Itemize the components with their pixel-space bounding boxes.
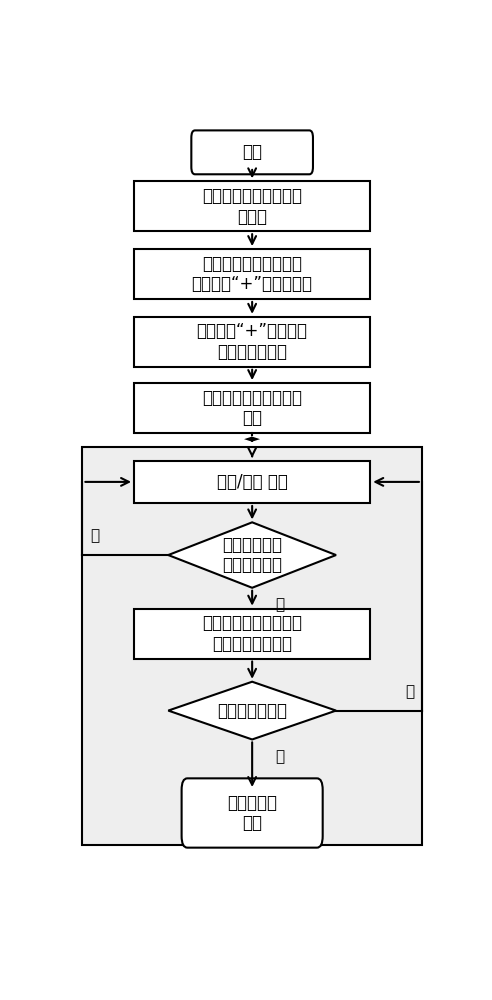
Text: ◄►: ◄►: [244, 434, 261, 444]
Bar: [134, 609, 370, 659]
Text: 暂停扫描，选取感兴趣
点并且保存于文件: 暂停扫描，选取感兴趣 点并且保存于文件: [202, 614, 302, 653]
Text: 计算机控制载物台移动
使得两个“+”字标记重合: 计算机控制载物台移动 使得两个“+”字标记重合: [192, 255, 312, 293]
Text: 是: 是: [275, 597, 284, 612]
Bar: [134, 383, 370, 433]
Text: 开始: 开始: [242, 143, 262, 161]
Polygon shape: [168, 682, 336, 739]
Text: 否: 否: [405, 684, 414, 699]
Bar: [134, 249, 370, 299]
Text: 当前图像是否
有感兴趣点？: 当前图像是否 有感兴趣点？: [222, 536, 282, 574]
Text: 设置细胞培养盘的扫描
范围: 设置细胞培养盘的扫描 范围: [202, 389, 302, 427]
Bar: [83, 447, 422, 845]
Text: 扫描是否结束？: 扫描是否结束？: [217, 702, 287, 720]
Text: 扫描完毕，
结束: 扫描完毕， 结束: [227, 794, 277, 832]
FancyBboxPatch shape: [182, 778, 323, 848]
Bar: [134, 181, 370, 231]
Polygon shape: [168, 522, 336, 588]
Bar: [134, 317, 370, 367]
Text: 开始/继续 扫描: 开始/继续 扫描: [216, 473, 288, 491]
Bar: [134, 461, 370, 503]
Text: 是: 是: [275, 749, 284, 764]
Text: 否: 否: [90, 528, 99, 544]
Text: 置细胞培养盘于显微镜
载物台: 置细胞培养盘于显微镜 载物台: [202, 187, 302, 226]
Text: 设置两个“+”字标记重
合的地方为零点: 设置两个“+”字标记重 合的地方为零点: [197, 322, 308, 361]
FancyBboxPatch shape: [191, 130, 313, 174]
